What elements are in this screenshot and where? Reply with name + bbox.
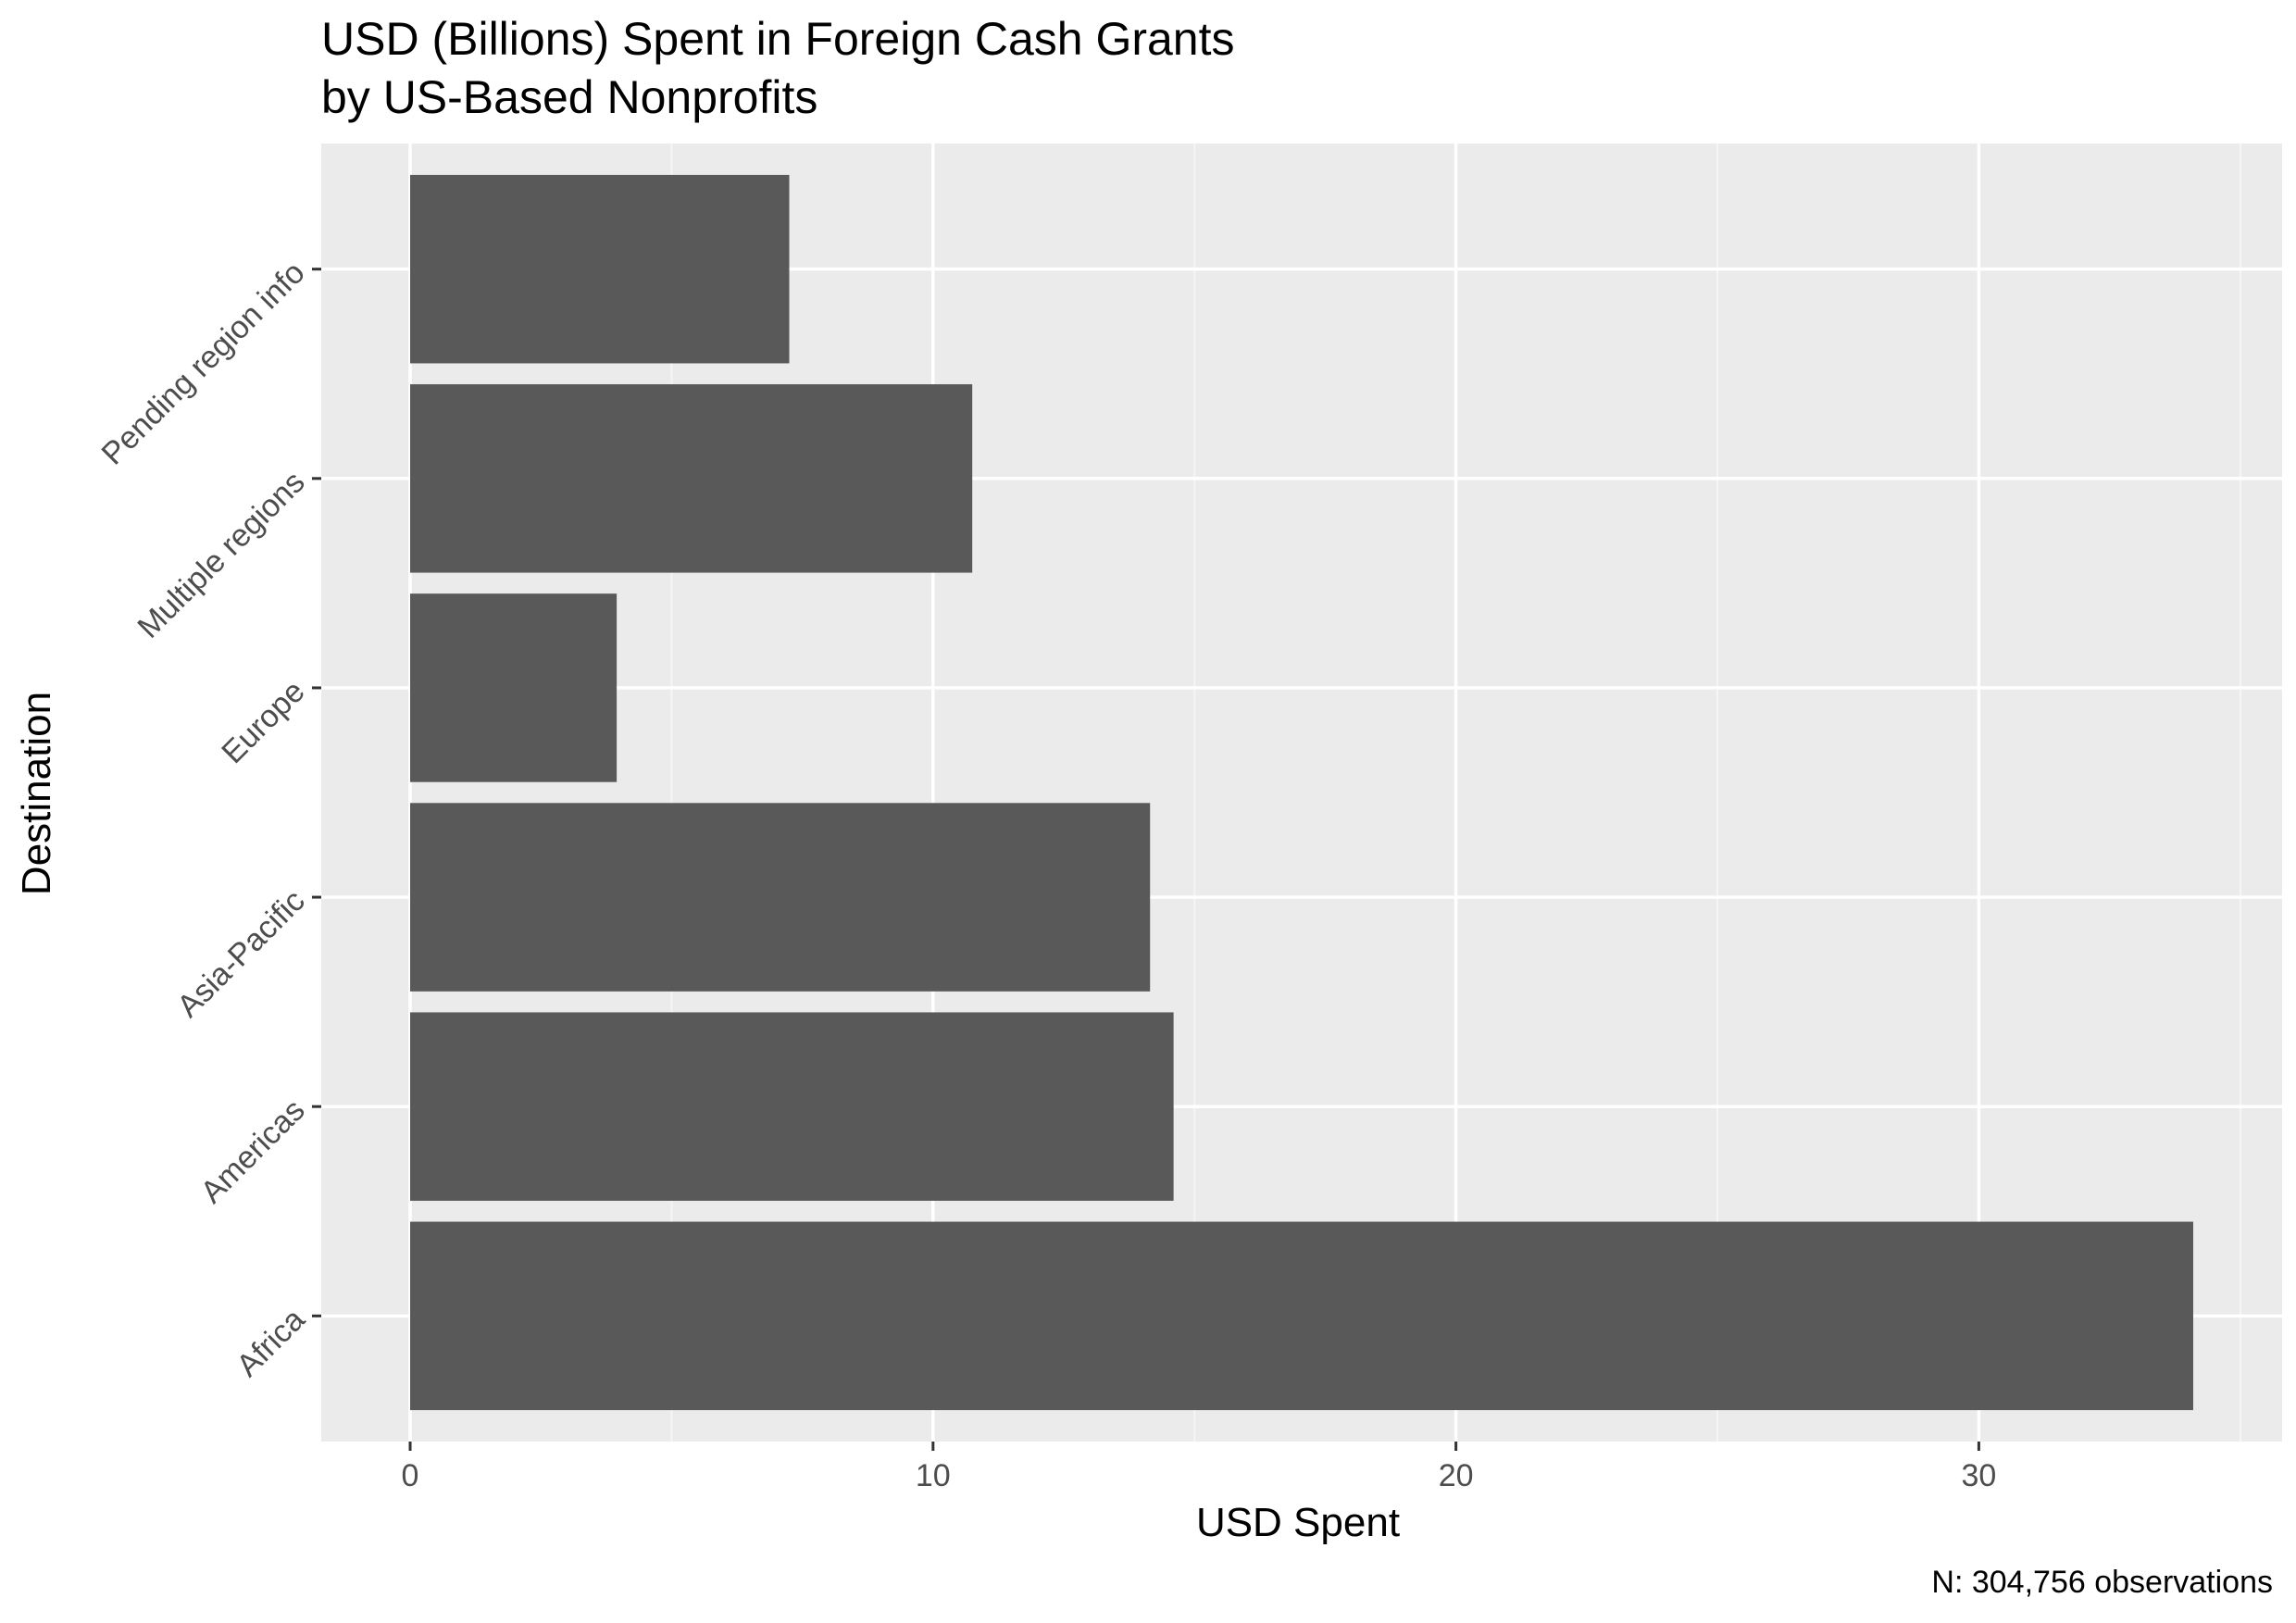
- y-tick-label: Asia-Pacific: [170, 883, 311, 1024]
- x-axis-title: USD Spent: [1196, 1500, 1400, 1545]
- y-tick-label: Europe: [215, 674, 311, 770]
- bar-pending-region-info: [410, 174, 790, 364]
- plot-area: Africa Americas Asia-Pacific Europe Multiple…: [95, 144, 2282, 1493]
- y-tick-label: Africa: [230, 1302, 311, 1383]
- bar-europe: [410, 593, 618, 782]
- x-tick-label: 10: [916, 1458, 951, 1493]
- chart-title-line-2: by US-Based Nonprofits: [321, 71, 817, 123]
- bar-africa: [410, 1221, 2193, 1411]
- bar-americas: [410, 1012, 1174, 1201]
- x-tick-label: 20: [1439, 1458, 1474, 1493]
- x-tick-label: 0: [402, 1458, 419, 1493]
- y-axis-title: Destination: [14, 692, 59, 895]
- chart-title-line-1: USD (Billions) Spent in Foreign Cash Gra…: [321, 13, 1235, 65]
- y-tick-label: Pending region info: [95, 255, 312, 471]
- bar-asia-pacific: [410, 803, 1151, 992]
- y-tick-label: Americas: [194, 1092, 312, 1210]
- x-tick-label: 30: [1962, 1458, 1997, 1493]
- y-tick-label: Multiple regions: [131, 465, 311, 645]
- bar-multiple-regions: [410, 384, 973, 573]
- chart-caption: N: 304,756 observations: [1931, 1565, 2273, 1600]
